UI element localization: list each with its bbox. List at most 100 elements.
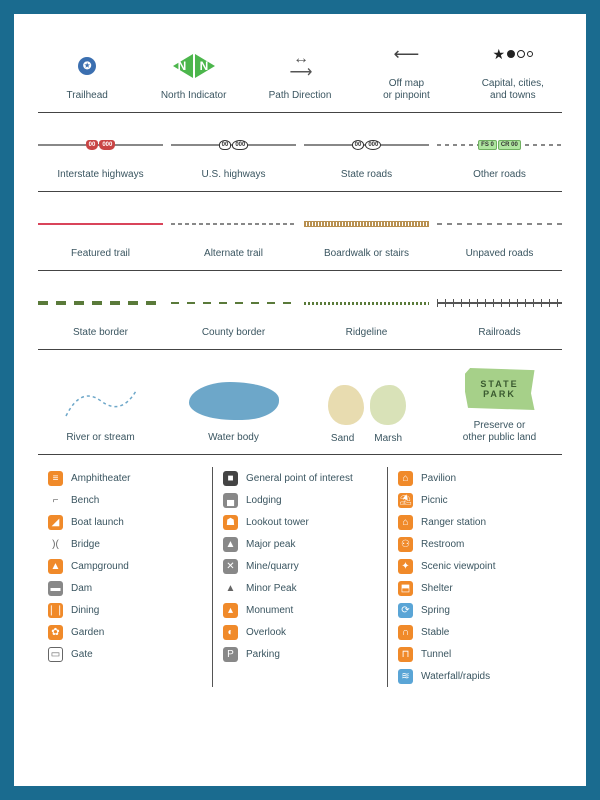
icon-label: Parking <box>246 649 280 660</box>
label-interstate: Interstate highways <box>57 169 143 181</box>
separator <box>38 270 562 271</box>
legend-icon-row: ✦Scenic viewpoint <box>398 555 552 577</box>
icon-label: General point of interest <box>246 473 353 484</box>
pavilion-icon: ⌂ <box>398 471 413 486</box>
waterbody-icon <box>189 382 279 420</box>
restroom-icon: ⚇ <box>398 537 413 552</box>
legend-icon-row: ▲Minor Peak <box>223 577 377 599</box>
overlook-icon: ◐ <box>223 625 238 640</box>
icon-label: Bench <box>71 495 99 506</box>
legend-icon-row: ∩Stable <box>398 621 552 643</box>
path-direction-icon: ↔⟶ <box>290 54 311 77</box>
icon-label: Gate <box>71 649 93 660</box>
label-offmap: Off map or pinpoint <box>383 78 430 102</box>
unpaved-icon <box>437 223 562 225</box>
legend-icon-row: ⬒Shelter <box>398 577 552 599</box>
tunnel-icon: ⊓ <box>398 647 413 662</box>
label-preserve: Preserve or other public land <box>463 420 536 444</box>
icon-label: Amphitheater <box>71 473 130 484</box>
label-boardwalk: Boardwalk or stairs <box>324 248 409 260</box>
separator <box>38 454 562 455</box>
icon-label: Picnic <box>421 495 448 506</box>
separator <box>38 349 562 350</box>
map-legend: ✪ Trailhead NN North Indicator ↔⟶ Path D… <box>14 14 586 786</box>
interstate-icon: 00000 <box>38 144 163 146</box>
cell-cities: ★ Capital, cities, and towns <box>464 34 562 102</box>
legend-icon-row: )(Bridge <box>48 533 202 555</box>
label-waterbody: Water body <box>208 432 259 444</box>
cell-trailhead: ✪ Trailhead <box>38 46 136 102</box>
legend-icon-row: ✕ Mine/quarry <box>223 555 377 577</box>
lookout-tower-icon: ☗ <box>223 515 238 530</box>
railroad-icon <box>437 302 562 304</box>
cell-county-border: County border <box>171 283 296 339</box>
offmap-icon: ⟵ <box>394 44 420 65</box>
icon-label: Garden <box>71 627 104 638</box>
icon-label: Campground <box>71 561 129 572</box>
other-road-icon: FS 0CR 00 <box>437 144 562 146</box>
general-point-of-interest-icon: ■ <box>223 471 238 486</box>
legend-icon-row: ◐Overlook <box>223 621 377 643</box>
legend-icon-row: ⚇Restroom <box>398 533 552 555</box>
icon-label: Waterfall/rapids <box>421 671 490 682</box>
minor-peak-icon: ▲ <box>223 581 238 596</box>
legend-icon-row: ▭Gate <box>48 643 202 665</box>
bench-icon: ⌐ <box>48 493 63 508</box>
icon-label: Shelter <box>421 583 453 594</box>
legend-icon-row: ⊓Tunnel <box>398 643 552 665</box>
bridge-icon: )( <box>48 537 63 552</box>
legend-icon-row: ⌂ Ranger station <box>398 511 552 533</box>
garden-icon: ✿ <box>48 625 63 640</box>
label-rail: Railroads <box>478 327 520 339</box>
legend-row-roads: 00000 Interstate highways 00000 U.S. hig… <box>38 125 562 181</box>
legend-icon-row: ■ General point of interest <box>223 467 377 489</box>
cell-path: ↔⟶ Path Direction <box>251 46 349 102</box>
icon-label: Mine/quarry <box>246 561 299 572</box>
spring-icon: ⟳ <box>398 603 413 618</box>
label-ridge: Ridgeline <box>346 327 388 339</box>
parking-icon: P <box>223 647 238 662</box>
label-us: U.S. highways <box>202 169 266 181</box>
cell-sand-marsh: Sand Marsh <box>304 371 429 444</box>
legend-icon-row: ❘❘Dining <box>48 599 202 621</box>
label-river: River or stream <box>66 432 134 444</box>
icon-column-1: ≡ Amphitheater ⌐ Bench ◢Boat launch)(Bridge▲… <box>38 467 212 687</box>
amphitheater-icon: ≡ <box>48 471 63 486</box>
icon-label: Scenic viewpoint <box>421 561 495 572</box>
icon-label: Ranger station <box>421 517 486 528</box>
picnic-icon: ⛱ <box>398 493 413 508</box>
label-unpaved: Unpaved roads <box>466 248 534 260</box>
featured-trail-icon <box>38 223 163 225</box>
icon-label: Dam <box>71 583 92 594</box>
north-indicator-icon: NN <box>173 54 215 78</box>
icon-label: Major peak <box>246 539 295 550</box>
trailhead-icon: ✪ <box>78 57 96 75</box>
icon-label: Boat launch <box>71 517 124 528</box>
legend-icon-row: ◢Boat launch <box>48 511 202 533</box>
cities-icon: ★ <box>493 46 534 63</box>
legend-icon-columns: ≡Amphitheater⌐Bench◢Boat launch)(Bridge▲… <box>38 467 562 687</box>
icon-label: Monument <box>246 605 293 616</box>
monument-icon: ▴ <box>223 603 238 618</box>
icon-column-3: ⌂Pavilion⛱Picnic⌂Ranger station⚇Restroom… <box>388 467 562 687</box>
legend-icon-row: ≋Waterfall/rapids <box>398 665 552 687</box>
legend-row-borders: State border County border Ridgeline Rai… <box>38 283 562 339</box>
marsh-icon <box>370 385 406 425</box>
icon-label: Lookout tower <box>246 517 309 528</box>
label-featured: Featured trail <box>71 248 130 260</box>
ranger-station-icon: ⌂ <box>398 515 413 530</box>
stable-icon: ∩ <box>398 625 413 640</box>
cell-other-road: FS 0CR 00 Other roads <box>437 125 562 181</box>
label-north: North Indicator <box>161 90 227 102</box>
label-state-border: State border <box>73 327 128 339</box>
ridgeline-icon <box>304 302 429 305</box>
mine-quarry-icon: ✕ <box>223 559 238 574</box>
cell-north: NN North Indicator <box>144 46 242 102</box>
label-other-road: Other roads <box>473 169 526 181</box>
label-alternate: Alternate trail <box>204 248 263 260</box>
cell-ridgeline: Ridgeline <box>304 283 429 339</box>
cell-state-border: State border <box>38 283 163 339</box>
label-county: County border <box>202 327 265 339</box>
legend-icon-row: ▲Campground <box>48 555 202 577</box>
park-line2: PARK <box>483 389 516 399</box>
